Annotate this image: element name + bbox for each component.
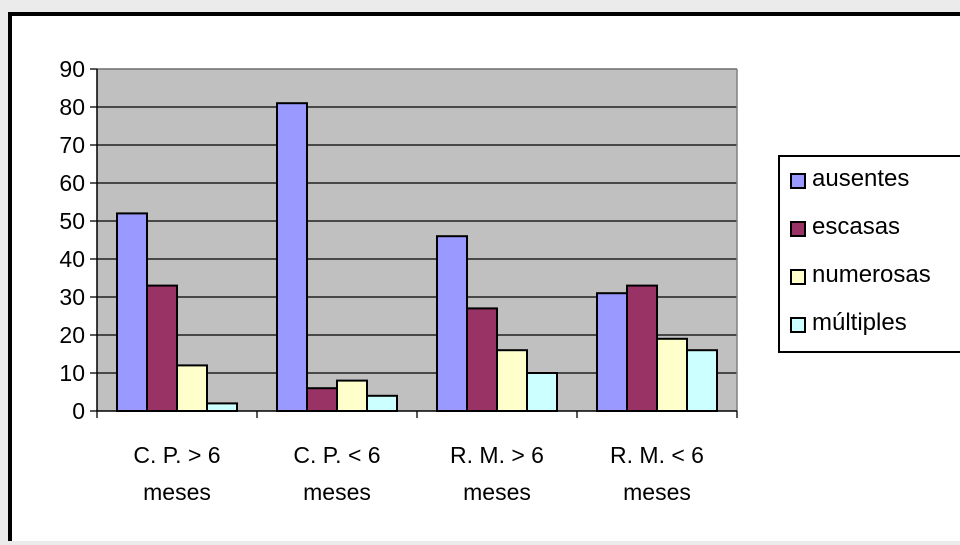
- bar-múltiples: [366, 394, 398, 412]
- legend-label: numerosas: [812, 261, 931, 288]
- legend-swatch: [790, 269, 806, 285]
- bar-numerosas: [496, 349, 528, 413]
- bar-múltiples: [206, 402, 238, 412]
- bar-múltiples: [686, 349, 718, 413]
- x-tick-label: C. P. < 6: [293, 442, 380, 468]
- bar-numerosas: [656, 337, 688, 412]
- bar-escasas: [306, 387, 338, 413]
- y-tick-label: 80: [59, 94, 85, 120]
- legend-swatch: [790, 173, 806, 189]
- chart-frame: 0 10 20 30 40 50 60 70 80 90 C. P. > 6 meses C. P. <…: [8, 12, 960, 541]
- bar-ausentes: [276, 102, 308, 412]
- bar-escasas: [146, 284, 178, 413]
- tick-labels: 0 10 20 30 40 50 60 70 80 90 C. P. > 6 meses C. P. <…: [59, 56, 704, 505]
- x-tick-label: C. P. > 6: [133, 442, 220, 468]
- x-tick-label: meses: [463, 479, 531, 505]
- bar-múltiples: [526, 372, 558, 412]
- y-tick-label: 60: [59, 170, 85, 196]
- bars: [116, 102, 718, 413]
- legend: ausentes escasas numerosas múltiples: [778, 155, 960, 353]
- y-tick-label: 30: [59, 284, 85, 310]
- y-tick-label: 70: [59, 132, 85, 158]
- y-tick-label: 90: [59, 56, 85, 82]
- x-tick-label: meses: [303, 479, 371, 505]
- bar-numerosas: [336, 379, 368, 413]
- bar-escasas: [466, 307, 498, 412]
- bar-chart: 0 10 20 30 40 50 60 70 80 90 C. P. > 6 meses C. P. <…: [59, 56, 738, 505]
- axes: [90, 68, 738, 418]
- bar-numerosas: [176, 364, 208, 412]
- bar-escasas: [626, 284, 658, 413]
- y-tick-label: 40: [59, 246, 85, 272]
- bar-ausentes: [116, 212, 148, 412]
- legend-label: múltiples: [812, 309, 907, 336]
- x-tick-label: meses: [623, 479, 691, 505]
- x-tick-label: meses: [143, 479, 211, 505]
- y-tick-label: 20: [59, 322, 85, 348]
- legend-swatch: [790, 317, 806, 333]
- legend-label: escasas: [812, 213, 901, 240]
- legend-label: ausentes: [812, 165, 910, 192]
- legend-swatch: [790, 221, 806, 237]
- bar-ausentes: [596, 292, 628, 413]
- x-tick-label: R. M. < 6: [610, 442, 704, 468]
- y-tick-label: 50: [59, 208, 85, 234]
- bar-ausentes: [436, 235, 468, 412]
- y-tick-label: 0: [72, 398, 85, 424]
- y-tick-label: 10: [59, 360, 85, 386]
- x-tick-label: R. M. > 6: [450, 442, 544, 468]
